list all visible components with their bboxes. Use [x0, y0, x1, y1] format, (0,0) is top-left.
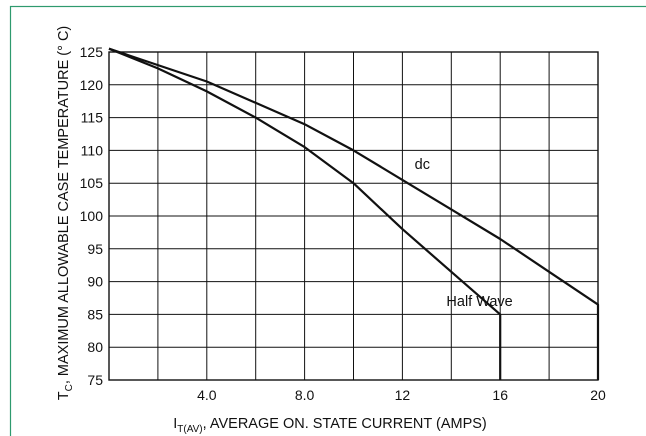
y-tick-label: 120 [80, 77, 104, 93]
plot-area: 75 80 85 90 95 100 105 110 115 120 125 4.0 8.0 12 16 20… [80, 44, 606, 403]
series-line-dc [108, 47, 600, 380]
x-tick-label: 12 [395, 387, 411, 403]
y-tick-label: 115 [81, 110, 104, 126]
series-line-half-wave [108, 47, 502, 380]
x-tick-label: 8.0 [295, 387, 315, 403]
y-tick-label: 85 [87, 306, 103, 322]
y-tick-label: 75 [87, 372, 103, 388]
y-axis-label-rest: , MAXIMUM ALLOWABLE CASE TEMPERATURE (° … [56, 26, 72, 384]
y-tick-label: 80 [87, 339, 103, 355]
y-tick-label: 90 [87, 274, 103, 290]
x-axis-label-rest: , AVERAGE ON. STATE CURRENT (AMPS) [203, 416, 487, 432]
annotation-half-wave: Half Wave [446, 294, 512, 310]
y-tick-label: 125 [80, 44, 104, 60]
outer-border [9, 5, 646, 436]
x-axis-label: IT(AV), AVERAGE ON. STATE CURRENT (AMPS) [173, 416, 487, 435]
y-tick-label: 110 [81, 142, 104, 158]
y-tick-label: 95 [87, 241, 103, 257]
x-axis-label-main: I [173, 416, 177, 432]
y-axis-label: TC, MAXIMUM ALLOWABLE CASE TEMPERATURE (… [56, 26, 75, 401]
y-axis-label-main: T [56, 391, 72, 400]
y-axis-label-sub: C [64, 384, 75, 391]
y-tick-label: 105 [80, 175, 104, 191]
x-tick-label: 4.0 [197, 387, 217, 403]
y-tick-label: 100 [80, 208, 104, 224]
x-axis-label-sub: T(AV) [177, 424, 202, 435]
annotation-dc: dc [415, 157, 430, 173]
x-tick-label: 20 [590, 387, 606, 403]
x-tick-label: 16 [492, 387, 508, 403]
